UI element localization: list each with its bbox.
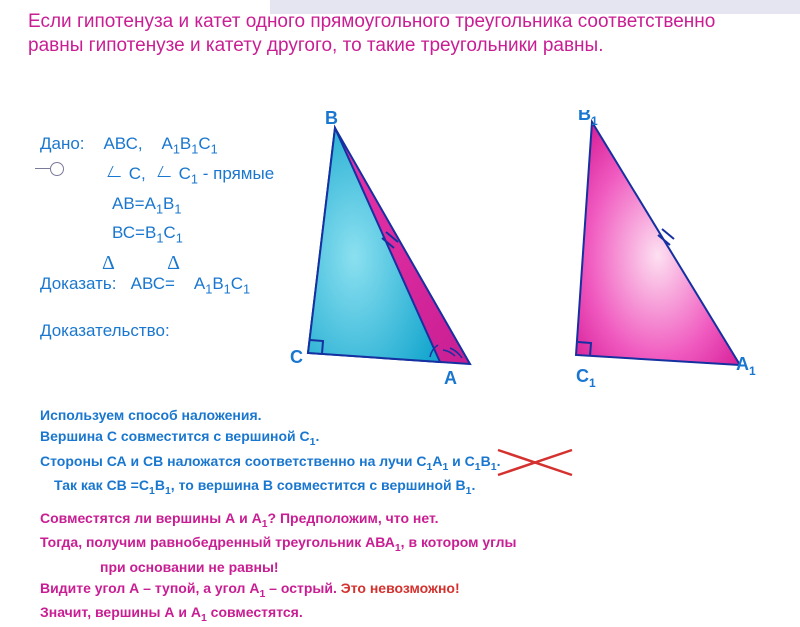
p1: Используем способ наложения. [40, 405, 760, 426]
q1: Совместятся ли вершины А и А1? Предполож… [40, 508, 760, 533]
p4: Так как СВ =С1В1, то вершина В совместит… [40, 475, 760, 500]
q2a: Тогда, получим равнобедренный треугольни… [40, 534, 395, 550]
q5b: совместятся. [207, 604, 303, 620]
p4b: В [155, 477, 165, 493]
p3d: В [481, 453, 491, 469]
q4a: Видите угол А – тупой, а угол А [40, 580, 259, 596]
p4a: Так как СВ =С [54, 477, 149, 493]
q4b: – острый. [265, 580, 337, 596]
q5a: Значит, вершины А и А [40, 604, 201, 620]
p3c: и С [448, 453, 475, 469]
p3e: . [497, 453, 501, 469]
p2b: . [316, 428, 320, 444]
p4c: , то вершина В совместится с вершиной В [171, 477, 466, 493]
q4: Видите угол А – тупой, а угол А1 – остры… [40, 578, 760, 603]
q2b: , в котором углы [401, 534, 517, 550]
q1b: ? Предположим, что нет. [268, 510, 439, 526]
q5: Значит, вершины А и А1 совместятся. [40, 602, 760, 627]
spacer [40, 500, 760, 508]
p3: Стороны СА и СВ наложатся соответственно… [40, 451, 760, 476]
proof-body: Используем способ наложения. Вершина С с… [40, 405, 760, 627]
q2: Тогда, получим равнобедренный треугольни… [40, 532, 760, 557]
q3: при основании не равны! [40, 557, 760, 578]
p4d: . [472, 477, 476, 493]
q1a: Совместятся ли вершины А и А [40, 510, 262, 526]
p3b: А [432, 453, 442, 469]
p3a: Стороны СА и СВ наложатся соответственно… [40, 453, 426, 469]
p2a: Вершина С совместится с вершиной С [40, 428, 310, 444]
p2: Вершина С совместится с вершиной С1. [40, 426, 760, 451]
q4c: Это невозможно! [337, 580, 460, 596]
